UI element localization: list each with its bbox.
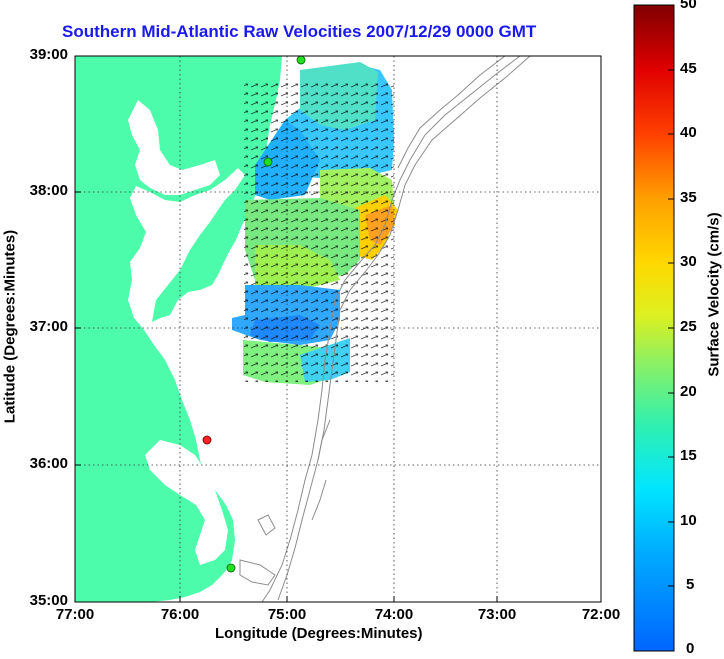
x-tick-label: 74:00: [374, 606, 414, 623]
y-axis-label: Latitude (Degrees:Minutes): [1, 229, 19, 424]
x-tick-label: 72:00: [581, 606, 621, 623]
y-tick-label: 35:00: [29, 592, 68, 609]
x-tick-label: 73:00: [477, 606, 517, 623]
station-mid-marker: [263, 157, 273, 167]
station-south-marker: [226, 563, 236, 573]
land-mass: [75, 56, 282, 602]
map-title: Southern Mid-Atlantic Raw Velocities 200…: [62, 22, 537, 41]
colorbar: [633, 4, 675, 652]
station-hatteras-marker: [202, 435, 212, 445]
station-north-marker: [296, 55, 306, 65]
colorbar-ticks: [668, 4, 674, 652]
x-tick-label: 77:00: [55, 606, 95, 623]
colorbar-tick-label: 10: [680, 512, 697, 529]
colorbar-tick-label: 25: [680, 318, 697, 335]
x-axis-label: Longitude (Degrees:Minutes): [215, 625, 423, 642]
x-tick-label: 75:00: [267, 606, 307, 623]
colorbar-tick-label: 5: [686, 576, 695, 593]
colorbar-tick-label: 50: [680, 0, 697, 12]
y-tick-label: 38:00: [29, 182, 68, 199]
colorbar-tick-label: 30: [680, 253, 697, 270]
grid-lines: [75, 56, 601, 602]
plot-frame: [74, 55, 602, 603]
velocity-field: [232, 62, 398, 385]
axis-ticks: [74, 55, 602, 603]
y-tick-label: 37:00: [29, 318, 68, 335]
colorbar-tick-label: 35: [680, 189, 697, 206]
chesapeake-bay: [128, 100, 220, 195]
y-tick-label: 36:00: [29, 455, 68, 472]
isobath-contours: [239, 56, 531, 602]
colorbar-tick-label: 0: [686, 640, 695, 657]
colorbar-label: Surface Velocity (cm/s): [705, 212, 723, 377]
colorbar-tick-label: 45: [680, 60, 697, 77]
x-tick-label: 76:00: [160, 606, 200, 623]
sound-water: [145, 440, 228, 565]
colorbar-tick-label: 15: [680, 447, 697, 464]
colorbar-tick-label: 20: [680, 383, 697, 400]
y-tick-label: 39:00: [29, 46, 68, 63]
colorbar-tick-label: 40: [680, 124, 697, 141]
